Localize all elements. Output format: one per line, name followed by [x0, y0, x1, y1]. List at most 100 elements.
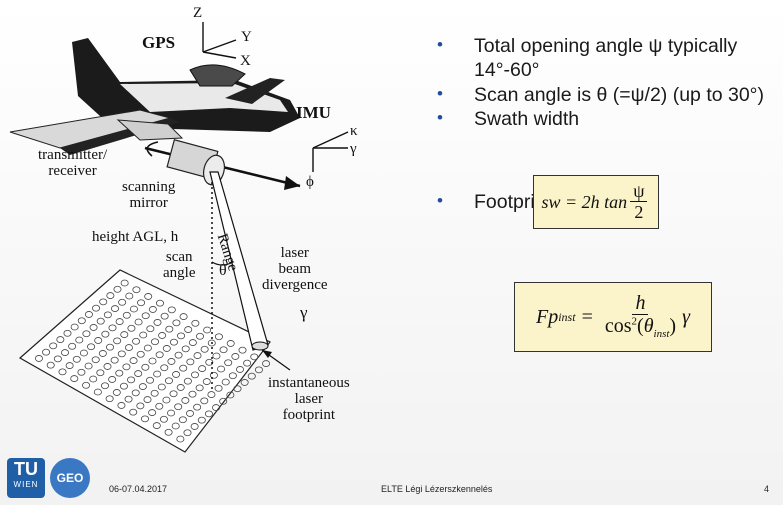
fp-fraction: h cos2(θinst): [602, 293, 679, 341]
footprint-dot: [127, 324, 136, 332]
footprint-dot: [84, 311, 93, 318]
footprint-dot: [172, 319, 181, 327]
footprint-dot: [176, 384, 185, 391]
fp-numerator: h: [632, 293, 649, 316]
footprint-dot: [65, 362, 74, 369]
footprint-dot: [167, 358, 176, 365]
axis-x-label: X: [240, 53, 251, 69]
footprint-dot: [132, 337, 141, 345]
footer-date: 06-07.04.2017: [109, 484, 168, 494]
footprint-dot: [117, 402, 126, 409]
footprint-dot: [178, 416, 187, 424]
gps-label: GPS: [142, 33, 176, 52]
footprint-dot: [195, 332, 204, 340]
fp-cos: cos: [604, 315, 632, 338]
footprint-dot: [111, 305, 120, 312]
footprint-dot: [160, 312, 169, 320]
footprint-dot: [200, 345, 209, 353]
footprint-dot: [136, 350, 145, 358]
footprint-dot: [155, 402, 164, 410]
footprint-dot: [152, 422, 161, 429]
footprint-dot: [134, 318, 143, 326]
footprint-dot: [106, 292, 115, 299]
bullet-item: Total opening angle ψ typically 14°-60°: [432, 34, 782, 83]
footprint-dot: [93, 388, 102, 396]
footprint-dot: [148, 357, 157, 365]
laser-beam-label: laser beam divergence: [262, 245, 328, 293]
footprint-dot: [110, 356, 119, 364]
footprint-dot: [150, 338, 159, 346]
gps-axes: [202, 22, 237, 59]
ground-grid: [18, 269, 271, 453]
footprint-dot: [56, 336, 65, 343]
footprint-dot: [165, 325, 174, 333]
footprint-dot: [181, 345, 190, 353]
logo-tu-text: TU: [14, 459, 38, 479]
swath-fraction: ψ 2: [630, 181, 648, 223]
footprint-dot: [137, 299, 146, 307]
scan-angle-label: scan angle: [163, 249, 196, 281]
axis-z-label: Z: [193, 5, 203, 21]
footprint-dot: [193, 403, 202, 411]
gamma-beam-label: γ: [300, 303, 308, 322]
footprint-dot: [132, 286, 141, 294]
footprint-dot: [219, 397, 228, 405]
footprint-dot: [231, 353, 240, 360]
footprint-dot: [235, 366, 244, 373]
page-number: 4: [764, 484, 770, 494]
footprint-dot: [160, 364, 169, 372]
footprint-dot: [82, 381, 91, 389]
footprint-dot: [145, 376, 154, 384]
footprint-dot: [115, 318, 124, 325]
footprint-dot: [87, 343, 96, 351]
phi-label: ϕ: [306, 174, 314, 190]
footprint-dot: [181, 397, 190, 404]
footprint-dot: [153, 370, 162, 378]
footprint-dot: [101, 330, 110, 338]
footprint-dot: [190, 371, 199, 379]
footprint-dot: [108, 376, 117, 383]
footprint-dot: [172, 371, 181, 378]
scanning-mirror-label: scanning mirror: [122, 179, 176, 211]
footprint-dot: [198, 365, 207, 372]
footprint-dot: [228, 372, 237, 380]
footprint-dot: [183, 377, 192, 385]
footprint-dot: [157, 383, 166, 391]
footprint-dot: [49, 342, 58, 350]
footprint-dot: [212, 352, 221, 360]
footprint-dot: [240, 379, 249, 386]
footprint-label: instantaneous laser footprint: [268, 375, 350, 423]
footprint-dot: [197, 416, 206, 424]
swath-denominator: 2: [634, 201, 644, 222]
footprint-dot: [141, 312, 150, 320]
theta-label: θ: [219, 262, 227, 279]
footprint-dot: [185, 410, 194, 417]
footprint-dot: [186, 358, 195, 366]
footprint-dot: [82, 330, 91, 338]
footprint-dot: [68, 342, 77, 350]
footprint-dot: [63, 329, 72, 337]
footprint-dot: [217, 365, 226, 373]
footprint-dot: [108, 324, 117, 332]
geo-logo: GEO: [50, 458, 90, 498]
imu-axes: [312, 131, 349, 172]
footprint-dot: [115, 369, 124, 377]
fp-lhs-sub: inst: [558, 309, 576, 324]
footprint-dot: [188, 339, 197, 346]
footprint-dot: [34, 355, 43, 362]
footprint-dot: [188, 390, 197, 398]
transmitter-label: transmitter/ receiver: [38, 147, 108, 179]
footprint-dot: [129, 305, 138, 313]
fp-lparen: (: [637, 315, 644, 338]
footprint-dot: [214, 333, 223, 341]
footprint-dot: [155, 351, 164, 359]
footprint-formula: Fp inst = h cos2(θinst) γ: [514, 282, 712, 352]
fp-rparen: ): [669, 315, 677, 338]
footprint-dot: [46, 361, 55, 369]
footprint-dot: [136, 402, 145, 410]
footprint-dot: [139, 331, 148, 339]
footprint-dot: [106, 343, 115, 351]
footprint-dot: [155, 299, 164, 307]
footprint-dot: [226, 340, 235, 347]
footprint-dot: [92, 304, 101, 312]
